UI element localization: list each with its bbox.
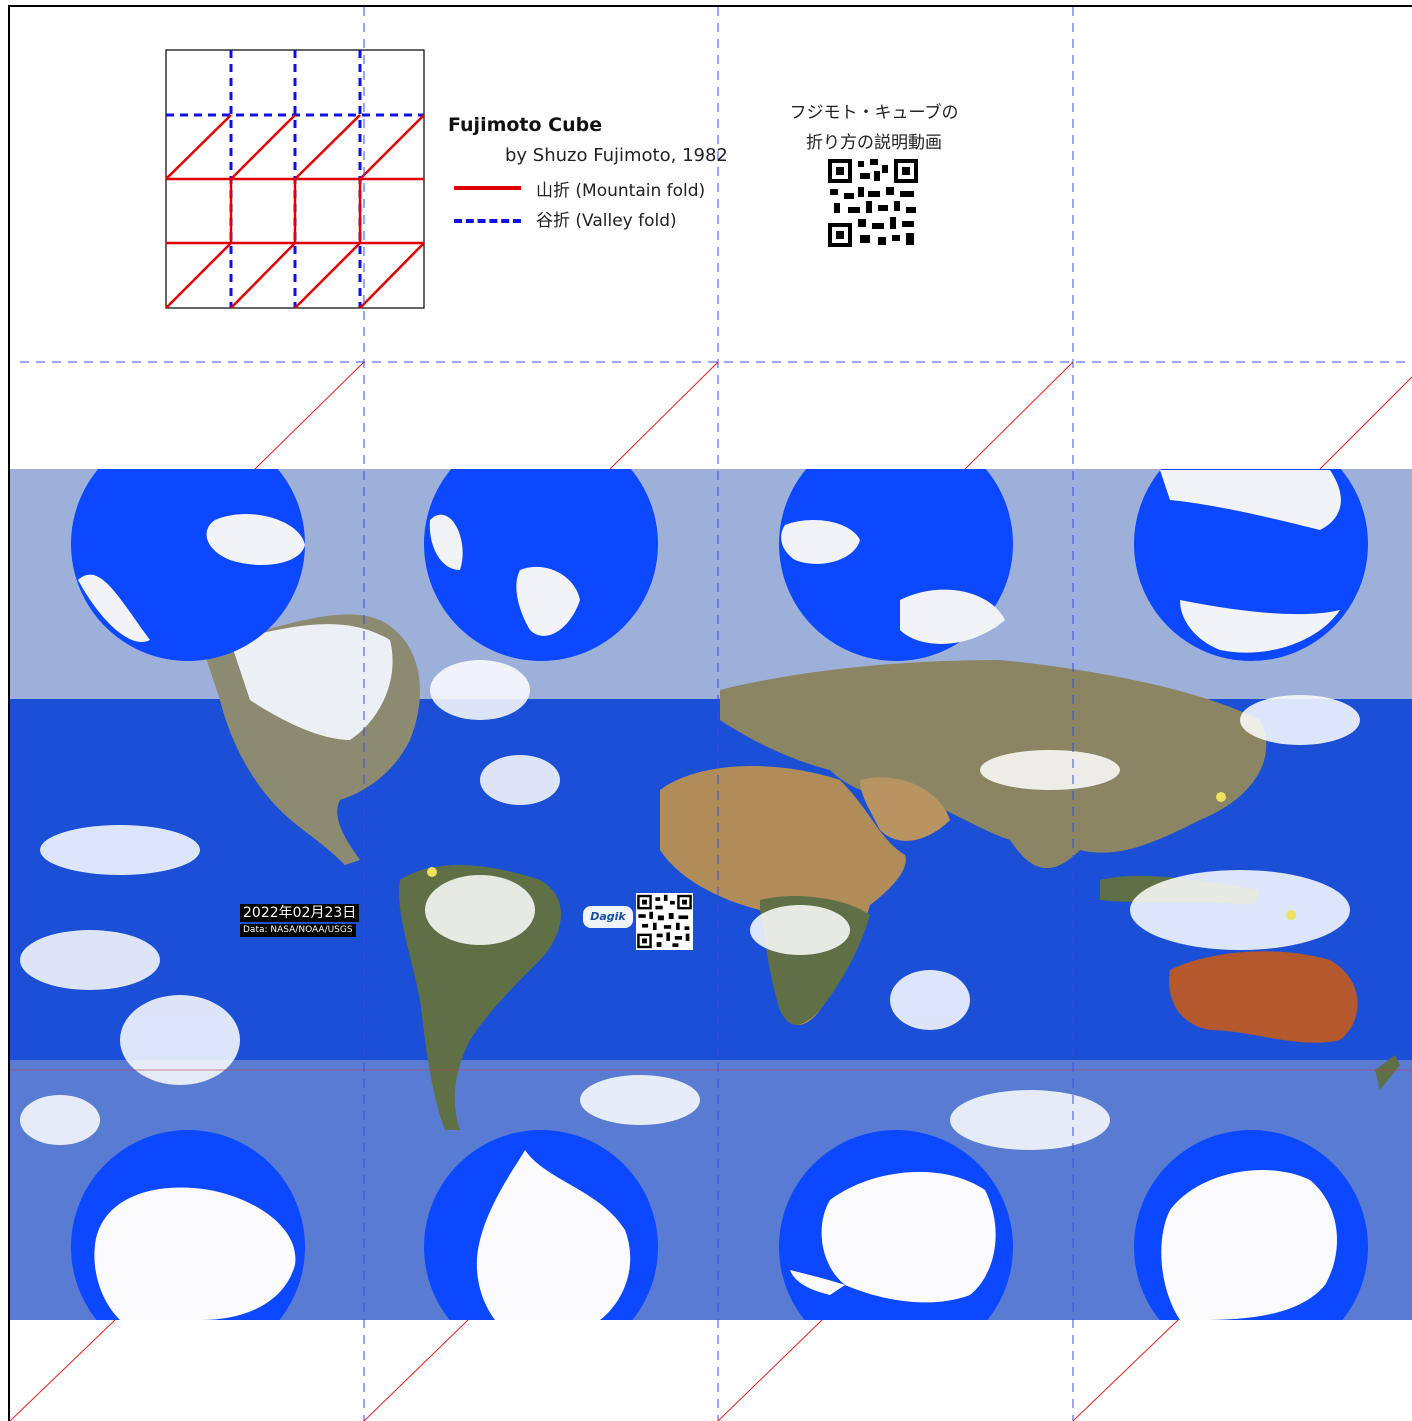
- new-zealand: [1375, 1055, 1400, 1090]
- video-note-line1: フジモト・キューブの: [789, 103, 959, 123]
- location-marker: [1216, 792, 1226, 802]
- net-valley-lines: [20, 7, 1412, 1421]
- location-marker: [1286, 910, 1296, 920]
- north-america-snow: [230, 624, 393, 740]
- arabia: [860, 777, 950, 841]
- page-border-left: [8, 5, 10, 1421]
- fold-diagram: [165, 49, 425, 309]
- page-border-top: [8, 5, 1412, 7]
- fold-diagram-mountain-lines: [165, 114, 425, 309]
- mountain-fold-swatch: [454, 186, 521, 190]
- valley-fold-swatch: [454, 219, 521, 223]
- data-credit: Data: NASA/NOAA/USGS: [240, 924, 356, 937]
- north-polar-disks: [71, 469, 1368, 661]
- video-note-line2: 折り方の説明動画: [806, 133, 942, 153]
- valley-fold-label: 谷折 (Valley fold): [536, 211, 677, 231]
- earth-map: [10, 469, 1412, 1320]
- location-markers: [427, 792, 1296, 920]
- qr-code-graphic: [826, 157, 920, 249]
- australia: [1169, 951, 1358, 1043]
- diagram-credit: by Shuzo Fujimoto, 1982: [505, 145, 728, 166]
- dagik-earth-logo: Dagik: [583, 906, 633, 928]
- location-marker: [427, 867, 437, 877]
- date-stamp: 2022年02月23日: [240, 904, 360, 922]
- mountain-fold-label: 山折 (Mountain fold): [536, 181, 706, 201]
- net-mountain-lines: [9, 361, 1412, 1421]
- qr-code-icon[interactable]: [826, 157, 920, 249]
- qr-code-graphic: [636, 893, 693, 950]
- qr-code-icon[interactable]: [636, 893, 693, 950]
- clouds: [20, 660, 1360, 1150]
- diagram-title: Fujimoto Cube: [448, 114, 603, 136]
- south-polar-disks: [71, 1130, 1368, 1320]
